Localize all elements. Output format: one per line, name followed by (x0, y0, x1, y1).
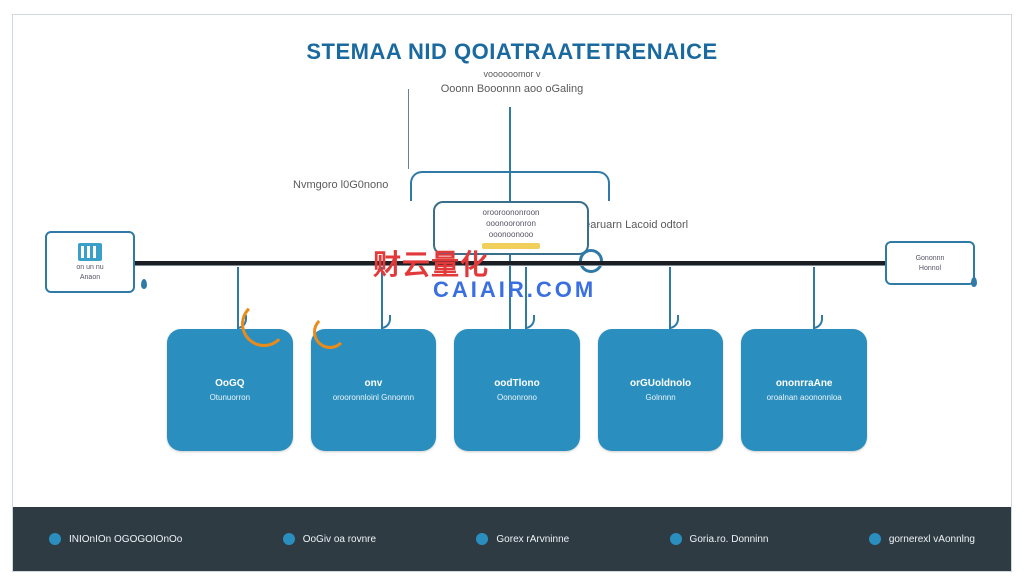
card-4-subtitle: oroalnan aoononnloa (767, 393, 842, 402)
card-3-subtitle: Golnnnn (645, 393, 675, 402)
card-2: oodTlono Oononrono (454, 329, 580, 451)
card-2-title: oodTlono (494, 378, 540, 389)
footer-item-2: Gorex rArvninne (476, 533, 569, 545)
card-row: OoGQ Otunuorron onv orooronnloinl Gnnonnn oo… (167, 329, 867, 451)
server-icon (78, 243, 102, 261)
footer-item-0: INIOnIOn OGOGOIOnOo (49, 533, 182, 545)
bullet-icon (283, 533, 295, 545)
card-1-title: onv (365, 378, 383, 389)
connector-hook-1 (381, 315, 391, 329)
center-node-line1: orooroononroon (483, 208, 540, 217)
footer-item-2-label: Gorex rArvninne (496, 534, 569, 545)
card-4-title: ononrraAne (776, 378, 833, 389)
diagram-canvas: STEMAA NID QOIATRAATETRENAICE voooooomor… (13, 15, 1011, 509)
orange-arc-1 (313, 315, 347, 349)
bullet-icon (476, 533, 488, 545)
label-left-upper: Nvmgoro l0G0nono (293, 179, 388, 191)
bullet-icon (670, 533, 682, 545)
bullet-icon (869, 533, 881, 545)
drop-marker-right (971, 277, 977, 287)
card-0-title: OoGQ (215, 378, 244, 389)
endpoint-right-line2: Honnol (919, 265, 941, 272)
subtitle-1: voooooomor v (13, 69, 1011, 79)
center-node-accent (482, 243, 540, 249)
connector-hook-4 (813, 315, 823, 329)
card-2-subtitle: Oononrono (497, 393, 537, 402)
card-3: orGUoldnolo Golnnnn (598, 329, 724, 451)
footer-item-1-label: OoGiv oa rovnre (303, 534, 376, 545)
label-right-upper: oearuarn Lacoid odtorl (578, 219, 688, 231)
card-4: ononrraAne oroalnan aoononnloa (741, 329, 867, 451)
watermark-en: CAIAIR.COM (433, 277, 596, 303)
endpoint-right: Gononnn Honnol (885, 241, 975, 285)
connector-hook-3 (669, 315, 679, 329)
diagram-title: STEMAA NID QOIATRAATETRENAICE (13, 39, 1011, 65)
card-3-title: orGUoldnolo (630, 378, 691, 389)
drop-marker-left (141, 279, 147, 289)
endpoint-left-line2: Anaon (80, 274, 100, 281)
bullet-icon (49, 533, 61, 545)
footer-item-0-label: INIOnIOn OGOGOIOnOo (69, 534, 182, 545)
center-node-line3: ooonoonooo (489, 230, 534, 239)
footer-item-1: OoGiv oa rovnre (283, 533, 376, 545)
card-1-subtitle: orooronnloinl Gnnonnn (333, 393, 414, 402)
footer-item-4: gornerexl vAonnlng (869, 533, 975, 545)
endpoint-left: on un nu Anaon (45, 231, 135, 293)
upper-bracket (410, 171, 610, 201)
orange-arc-0 (241, 301, 287, 347)
connector-hook-2 (525, 315, 535, 329)
footer-item-4-label: gornerexl vAonnlng (889, 534, 975, 545)
card-0: OoGQ Otunuorron (167, 329, 293, 451)
subtitle-connector-line (408, 89, 409, 169)
endpoint-left-line1: on un nu (76, 264, 103, 271)
center-node-line2: ooonooronron (486, 219, 536, 228)
footer-bar: INIOnIOn OGOGOIOnOo OoGiv oa rovnre Gorex … (13, 507, 1011, 571)
footer-item-3: Goria.ro. Donninn (670, 533, 769, 545)
main-horizontal-rail-shadow (83, 265, 943, 266)
endpoint-right-line1: Gononnn (916, 255, 945, 262)
subtitle-2: Ooonn Booonnn aoo oGaling (13, 83, 1011, 95)
footer-item-3-label: Goria.ro. Donninn (690, 534, 769, 545)
diagram-frame: STEMAA NID QOIATRAATETRENAICE voooooomor… (12, 14, 1012, 572)
card-0-subtitle: Otunuorron (210, 393, 250, 402)
